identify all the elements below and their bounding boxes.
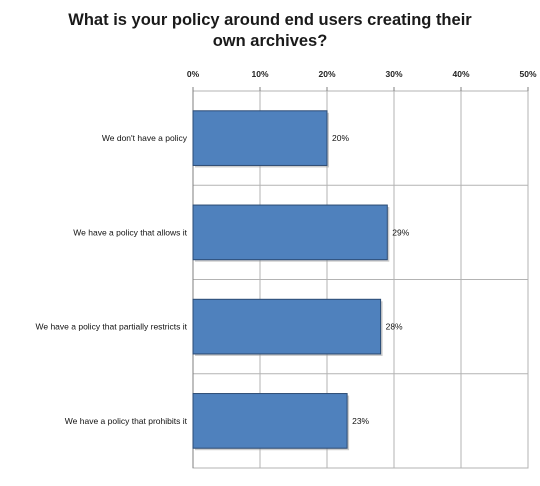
chart-title-line-1: What is your policy around end users cre…	[68, 11, 472, 29]
x-tick-label: 20%	[318, 69, 335, 79]
chart-title-line-2: own archives?	[212, 32, 328, 50]
bar	[192, 298, 382, 355]
category-label: We have a policy that allows it	[73, 227, 187, 237]
bar	[192, 110, 328, 166]
x-tick-label: 40%	[452, 69, 469, 79]
chart-title: What is your policy around end users cre…	[0, 10, 540, 52]
x-tick-label: 50%	[519, 69, 536, 79]
bar	[192, 204, 388, 261]
category-label: We have a policy that partially restrict…	[36, 322, 188, 332]
x-tick-label: 10%	[251, 69, 268, 79]
data-label: 28%	[386, 322, 403, 332]
data-label: 29%	[392, 227, 409, 237]
x-tick-label: 30%	[385, 69, 402, 79]
x-tick-label: 0%	[187, 69, 200, 79]
category-label: We don't have a policy	[102, 133, 188, 143]
data-label: 23%	[352, 416, 369, 426]
bar	[192, 393, 348, 449]
category-label: We have a policy that prohibits it	[65, 416, 188, 426]
data-label: 20%	[332, 133, 349, 143]
